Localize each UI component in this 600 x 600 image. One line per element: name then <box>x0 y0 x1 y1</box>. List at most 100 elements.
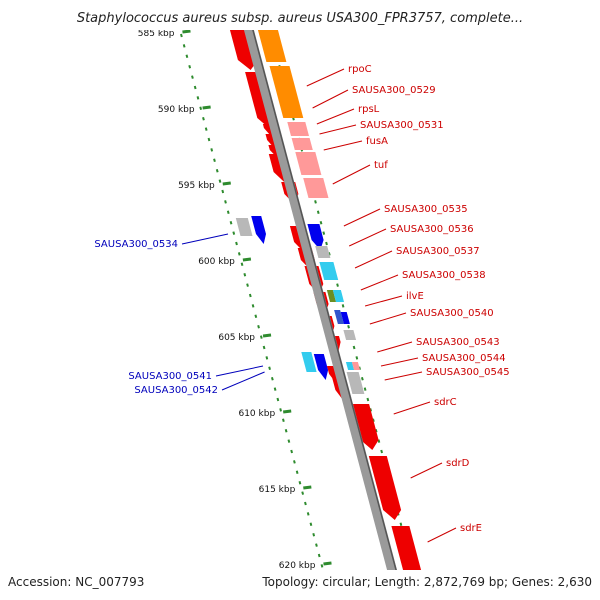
footer-backdrop <box>0 570 600 600</box>
feature-0531-forward <box>291 138 313 150</box>
feature-rpsl-forward <box>287 122 309 136</box>
gene-label-sausa300-0535: SAUSA300_0535 <box>384 204 468 215</box>
leader-sausa300-0529 <box>312 89 349 109</box>
kbp-dot <box>259 335 263 339</box>
kbp-dot <box>180 33 183 38</box>
leader-tuf <box>332 164 371 185</box>
kbp-dot <box>319 220 323 225</box>
feature-0538-cyan <box>332 290 344 302</box>
kbp-dot <box>312 532 316 537</box>
feature-0535 <box>307 224 324 250</box>
kbp-dot <box>322 231 326 235</box>
kbp-tick-610 <box>282 409 292 414</box>
kbp-dot <box>240 262 244 267</box>
leader-rpsl <box>316 108 355 125</box>
leader-sdrd <box>410 462 443 479</box>
kbp-dot <box>306 512 310 516</box>
kbp-label-600: 600 kbp <box>198 257 235 267</box>
kbp-dot <box>298 480 302 485</box>
kbp-tick-585 <box>182 29 191 34</box>
kbp-dot <box>399 522 403 527</box>
gene-label-rpsl: rpsL <box>358 104 380 115</box>
kbp-dot <box>257 324 260 329</box>
gene-label-sausa300-0531: SAUSA300_0531 <box>360 120 444 131</box>
kbp-dot <box>199 106 203 111</box>
kbp-dot <box>265 356 269 360</box>
title-backdrop <box>60 0 540 30</box>
feature-0540 <box>340 312 350 324</box>
feature-sdrd <box>368 456 402 520</box>
kbp-dot <box>268 366 271 371</box>
kbp-dot <box>325 241 328 246</box>
gene-label-sausa300-0541: SAUSA300_0541 <box>128 371 212 382</box>
kbp-dot <box>224 200 227 204</box>
kbp-dot <box>243 272 247 277</box>
gene-label-ilve: ilvE <box>406 291 424 302</box>
leader-rpoc <box>306 68 345 87</box>
feature-0537 <box>319 262 339 280</box>
kbp-tick-620 <box>323 561 332 566</box>
feature-0544-cyan <box>345 362 355 370</box>
kbp-dot <box>295 470 299 475</box>
feature-fusa-forward <box>295 152 322 175</box>
leader-sausa300-0544 <box>380 357 419 367</box>
kbp-dot <box>218 179 222 183</box>
feature-0529-forward <box>269 66 304 118</box>
kbp-dot <box>352 345 356 350</box>
gene-label-sausa300-0542: SAUSA300_0542 <box>134 385 218 396</box>
kbp-dot <box>232 231 236 235</box>
kbp-dot <box>262 345 266 350</box>
feature-0540-gray <box>343 330 357 340</box>
kbp-dot <box>276 397 280 402</box>
kbp-dot <box>215 168 219 173</box>
kbp-dot <box>301 491 305 495</box>
leader-sausa300-0534 <box>181 233 229 245</box>
kbp-tick-615 <box>303 485 312 490</box>
kbp-dot <box>237 252 241 256</box>
kbp-dot <box>191 75 194 79</box>
leader-sausa300-0536 <box>348 228 387 247</box>
kbp-dot <box>210 148 214 152</box>
kbp-dot <box>279 408 282 412</box>
kbp-dot <box>315 543 318 547</box>
kbp-dot <box>235 241 238 246</box>
kbp-dot <box>229 220 233 225</box>
feature-0534-gray <box>235 218 253 236</box>
accession-text: Accession: NC_007793 <box>8 575 144 589</box>
gene-label-fusa: fusA <box>366 136 388 147</box>
kbp-dot <box>360 376 364 381</box>
topology-text: Topology: circular; Length: 2,872,769 bp… <box>261 575 592 589</box>
kbp-dot <box>221 189 225 194</box>
feature-0545 <box>346 372 365 394</box>
kbp-label-605: 605 kbp <box>218 333 255 343</box>
gene-label-sausa300-0543: SAUSA300_0543 <box>416 337 500 348</box>
kbp-dot <box>284 428 288 433</box>
gene-label-sausa300-0544: SAUSA300_0544 <box>422 353 506 364</box>
leader-ilve <box>364 295 403 307</box>
kbp-dot <box>287 439 291 443</box>
leader-fusa <box>323 140 363 151</box>
gene-label-sausa300-0540: SAUSA300_0540 <box>410 308 494 319</box>
kbp-dot <box>273 387 277 391</box>
kbp-label-595: 595 kbp <box>178 181 215 191</box>
sequence-backbone <box>236 0 405 600</box>
gene-label-sausa300-0529: SAUSA300_0529 <box>352 85 436 96</box>
kbp-dot <box>290 449 294 454</box>
leader-sausa300-0538 <box>360 274 399 291</box>
kbp-dot <box>314 200 317 204</box>
kbp-scale: 585 kbp 590 kbp 595 kbp 600 kbp 605 kbp 610 k… <box>138 29 422 599</box>
leader-sausa300-0540 <box>369 312 407 325</box>
kbp-dot <box>320 564 324 568</box>
kbp-dot <box>207 137 211 142</box>
gene-label-sdrd: sdrD <box>446 458 470 469</box>
kbp-dot <box>182 44 186 48</box>
leader-sausa300-0543 <box>377 341 413 353</box>
leader-sausa300-0545 <box>384 371 423 381</box>
kbp-dot <box>246 283 249 287</box>
kbp-tick-600 <box>242 257 252 262</box>
gene-label-rpoc: rpoC <box>348 64 372 75</box>
kbp-dot <box>251 304 255 308</box>
kbp-label-590: 590 kbp <box>158 105 195 115</box>
kbp-dot <box>213 158 216 163</box>
